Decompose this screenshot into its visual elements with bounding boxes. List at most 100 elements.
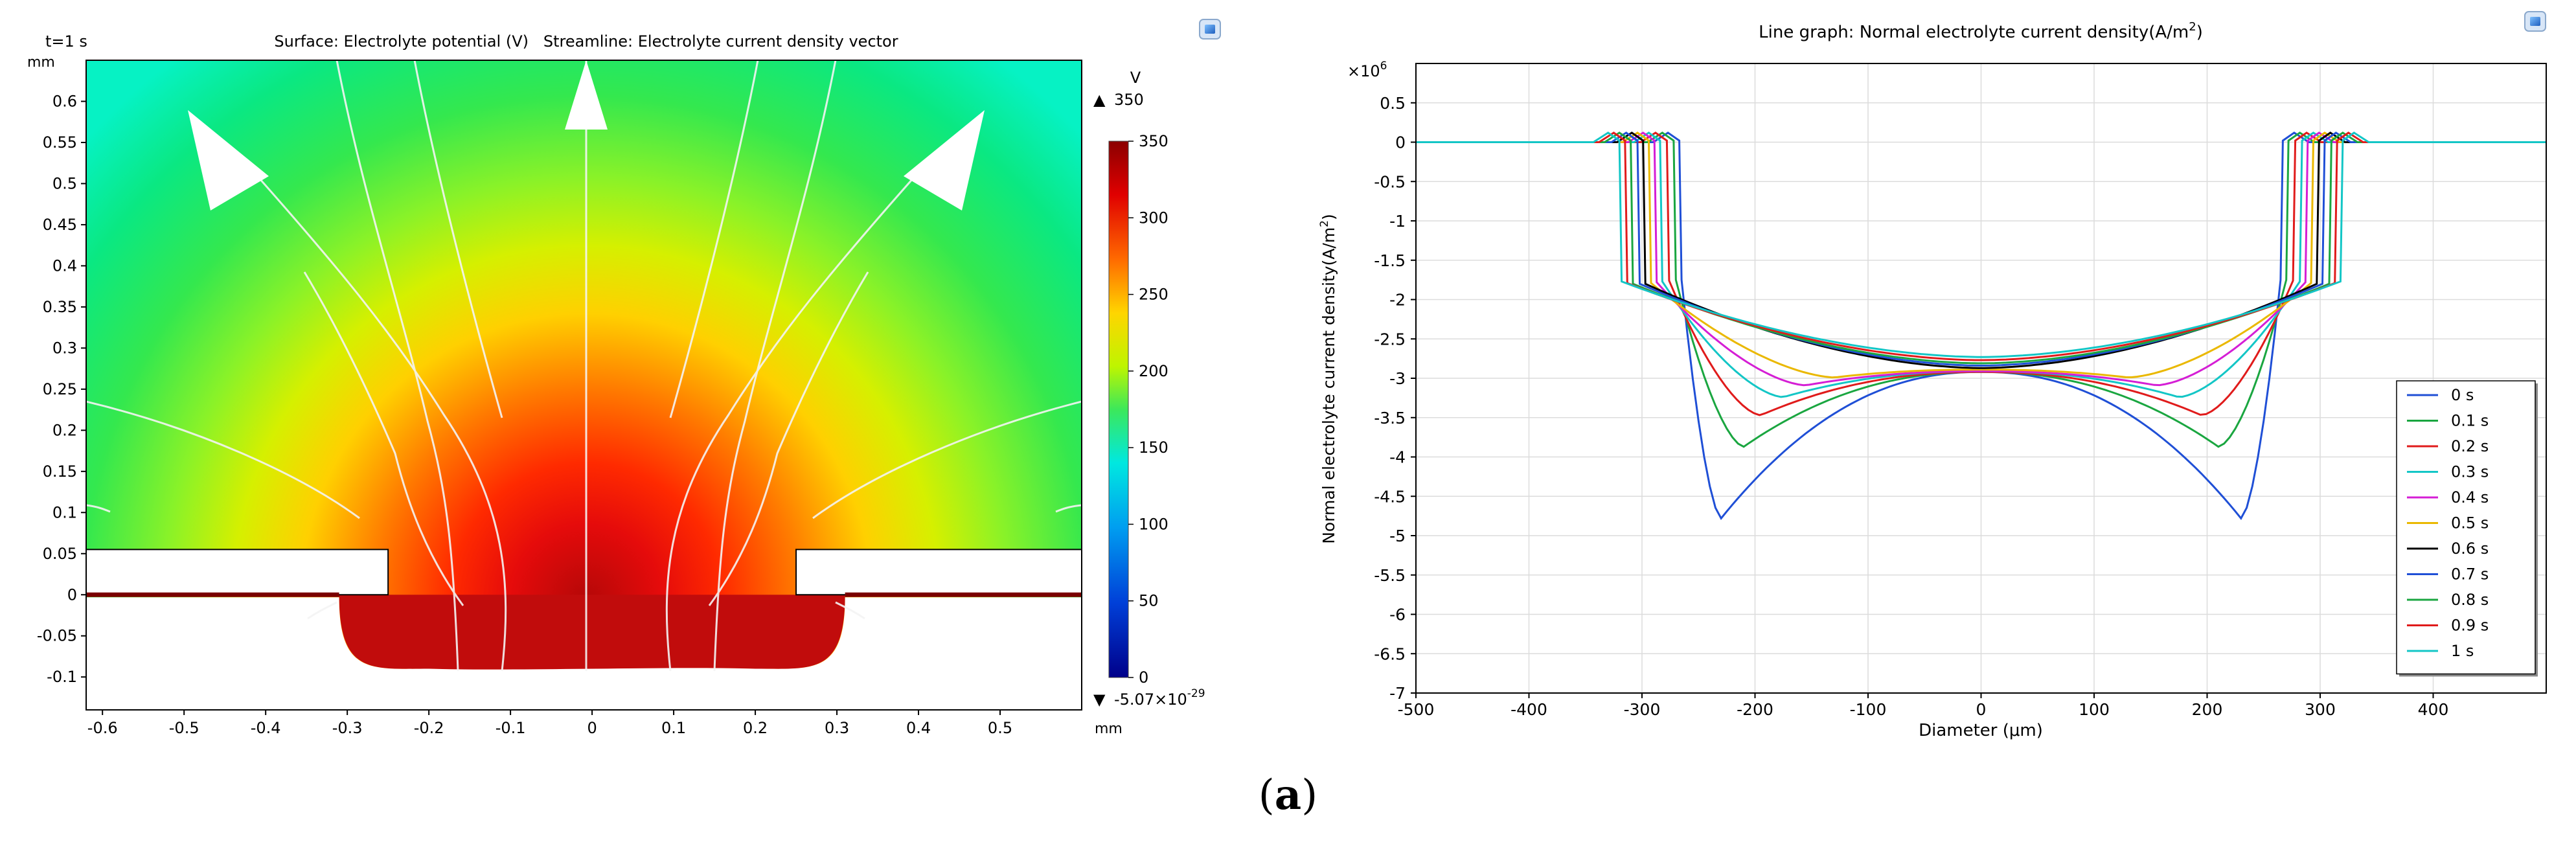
- y-tick-label: 0.1: [52, 503, 77, 521]
- y-tick-label: 0.5: [1380, 94, 1406, 113]
- y-axis-label: Normal electrolyte current density(A/m2): [1318, 214, 1338, 544]
- y-tick-label: 0.55: [43, 133, 77, 152]
- streamlines: [86, 60, 1082, 672]
- streamline: [232, 148, 507, 672]
- legend-label: 0.2 s: [2451, 437, 2489, 455]
- arrow-left: [188, 110, 269, 210]
- streamline: [336, 60, 459, 672]
- legend-label: 0.7 s: [2451, 565, 2489, 584]
- panel-label: a: [1274, 771, 1302, 819]
- y-tick-label: -0.5: [1374, 172, 1406, 191]
- settings-icon[interactable]: [2524, 11, 2546, 32]
- time-label: t=1 s: [45, 32, 87, 51]
- series-line: [1416, 131, 2546, 379]
- streamline: [708, 271, 869, 606]
- left-axes: -0.6 -0.5 -0.4 -0.3 -0.2 -0.1 0 0.1 0.2 0.3 0.4 0.5…: [37, 92, 1123, 737]
- colorbar-unit: V: [1130, 69, 1141, 87]
- x-axis-label: Diameter (μm): [1919, 721, 2043, 740]
- y-tick-label: -2.5: [1374, 330, 1406, 348]
- colorbar-tick-label: 100: [1139, 515, 1168, 533]
- streamline: [1055, 504, 1082, 513]
- series-line: [1416, 131, 2546, 387]
- x-tick-label: 0: [587, 719, 597, 737]
- streamline: [307, 601, 337, 620]
- right-axes: -500 -400 -300 -200 -100 0 100 200 300 400 0.5 0 -0.…: [1374, 94, 2448, 719]
- y-tick-label: -6: [1389, 606, 1406, 624]
- y-tick-label: 0.6: [52, 92, 77, 110]
- cavity-region: [339, 595, 845, 670]
- x-tick-label: 0.4: [906, 719, 931, 737]
- series-line: [1416, 131, 2546, 361]
- y-tick-label: -3.5: [1374, 409, 1406, 427]
- y-tick-label: 0.35: [43, 298, 77, 316]
- y-tick-label: 0.25: [43, 380, 77, 398]
- y-axis-label-sup: 2: [1318, 220, 1331, 227]
- legend-label: 1 s: [2451, 642, 2474, 660]
- legend-label: 0.1 s: [2451, 412, 2489, 430]
- line-series: [1416, 131, 2546, 520]
- right-grid: [1415, 63, 2546, 694]
- line-graph-panel: Line graph: Normal electrolyte current d…: [1318, 11, 2547, 740]
- line-graph-title-end: ): [2196, 23, 2203, 42]
- line-graph-title-sup: 2: [2189, 20, 2196, 34]
- x-tick-label: -0.3: [332, 719, 363, 737]
- colorbar-max-marker: ▲: [1093, 91, 1106, 109]
- line-graph-title-text: Line graph: Normal electrolyte current d…: [1759, 23, 2189, 42]
- colorbar-gradient: [1108, 141, 1129, 678]
- y-tick-label: 0.45: [43, 216, 77, 234]
- y-tick-label: 0.5: [52, 174, 77, 192]
- colorbar-tick-label: 200: [1139, 362, 1168, 380]
- y-tick-label: -4.5: [1374, 487, 1406, 506]
- x-tick-label: -200: [1737, 700, 1773, 719]
- x-tick-label: -0.1: [496, 719, 526, 737]
- x-tick-label: -300: [1624, 700, 1661, 719]
- streamline: [86, 504, 111, 513]
- streamline: [669, 60, 759, 418]
- y-tick-label: -0.05: [37, 627, 77, 645]
- arrow-right: [904, 110, 985, 210]
- y-tick-label: -5.5: [1374, 566, 1406, 585]
- electrode-mask-right: [795, 549, 1082, 596]
- surface-plot-panel: t=1 s Surface: Electrolyte potential (V)…: [27, 19, 1221, 737]
- potential-field: [86, 60, 1082, 710]
- streamline: [413, 60, 503, 418]
- streamline-arrows: [188, 60, 985, 210]
- x-tick-label: -0.6: [87, 719, 118, 737]
- left-x-unit-label: mm: [1095, 721, 1123, 737]
- colorbar-tick-label: 250: [1139, 286, 1168, 304]
- y-tick-label: -1.5: [1374, 251, 1406, 270]
- legend-label: 0.9 s: [2451, 617, 2489, 635]
- y-multiplier: ×106: [1347, 60, 1387, 80]
- substrate-region: [86, 597, 1082, 710]
- y-multiplier-exp: 6: [1380, 60, 1387, 73]
- y-tick-label: 0.3: [52, 339, 77, 357]
- colorbar-min-base: -5.07×10: [1114, 690, 1187, 709]
- streamline: [665, 148, 940, 672]
- settings-icon[interactable]: [1199, 19, 1221, 40]
- legend-label: 0.8 s: [2451, 591, 2489, 609]
- x-tick-label: 100: [2079, 700, 2110, 719]
- y-tick-label: -4: [1389, 448, 1406, 467]
- legend-label: 0.6 s: [2451, 540, 2489, 558]
- y-tick-label: -6.5: [1374, 644, 1406, 663]
- legend-label: 0.3 s: [2451, 463, 2489, 481]
- colorbar-tick-label: 350: [1139, 132, 1168, 150]
- y-tick-label: -3: [1389, 369, 1406, 388]
- left-plot-frame: [85, 60, 1082, 711]
- y-multiplier-base: ×10: [1347, 62, 1380, 80]
- surface-plot-title: Surface: Electrolyte potential (V) Strea…: [274, 32, 898, 51]
- x-tick-label: 300: [2305, 700, 2336, 719]
- colorbar-tick-label: 300: [1139, 209, 1168, 227]
- x-tick-label: -500: [1398, 700, 1435, 719]
- series-line: [1416, 131, 2546, 358]
- x-tick-label: 0.5: [988, 719, 1012, 737]
- colorbar-min-label: -5.07×10-29: [1114, 687, 1205, 709]
- legend: 0 s 0.1 s 0.2 s 0.3 s 0.4 s 0.5 s 0.6 s 0.7 s 0.…: [2396, 380, 2538, 677]
- streamline: [86, 400, 360, 519]
- y-tick-label: 0: [67, 586, 77, 604]
- colorbar-ticks: 350 300 250 200 150 100 50 0: [1128, 132, 1168, 687]
- colorbar-tick-label: 0: [1139, 668, 1148, 687]
- streamline: [303, 271, 464, 606]
- y-tick-label: -0.1: [47, 668, 77, 686]
- colorbar-max-label: 350: [1114, 91, 1144, 109]
